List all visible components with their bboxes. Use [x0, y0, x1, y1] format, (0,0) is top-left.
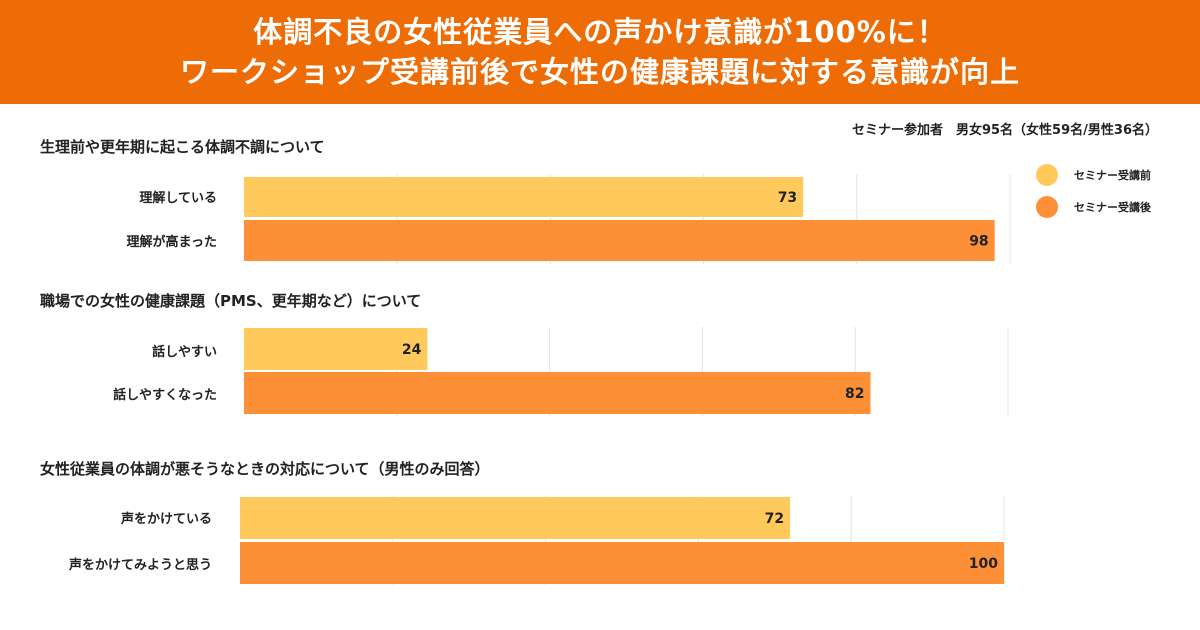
value-label-2-before: 24	[402, 342, 422, 358]
bar-3-after	[240, 542, 1004, 584]
bar-3-before	[240, 497, 791, 539]
bar-2-before	[244, 328, 428, 370]
bar-label-2-after: 話しやすくなった	[113, 388, 217, 403]
section-title-3: 女性従業員の体調が悪そうなときの対応について（男性のみ回答）	[40, 460, 490, 478]
legend-item-before: セミナー受講前	[1036, 164, 1151, 186]
value-label-3-before: 72	[765, 511, 784, 527]
legend-dot-after	[1036, 196, 1058, 218]
bar-1-before	[244, 177, 804, 217]
value-label-1-after: 98	[969, 234, 988, 250]
bar-label-3-after: 声をかけてみようと思う	[68, 558, 212, 573]
legend-label-before: セミナー受講前	[1074, 169, 1151, 182]
legend-item-after: セミナー受講後	[1036, 196, 1151, 218]
legend-dot-before	[1036, 164, 1058, 186]
bar-1-after	[244, 220, 995, 261]
bar-label-2-before: 話しやすい	[152, 345, 217, 360]
bar-label-3-before: 声をかけている	[120, 512, 212, 527]
value-label-2-after: 82	[845, 386, 864, 402]
header-title-line-1: 体調不良の女性従業員への声かけ意識が100%に！	[253, 15, 947, 49]
header-banner: 体調不良の女性従業員への声かけ意識が100%に！ ワークショップ受講前後で女性の…	[0, 0, 1200, 104]
header-title-line-2: ワークショップ受講前後で女性の健康課題に対する意識が向上	[179, 55, 1020, 89]
section-title-2: 職場での女性の健康課題（PMS、更年期など）について	[40, 292, 422, 310]
bar-2-after	[244, 372, 871, 414]
participants-note: セミナー参加者 男女95名（女性59名/男性36名）	[851, 123, 1158, 138]
bar-label-1-after: 理解が高まった	[126, 235, 217, 250]
value-label-1-before: 73	[778, 190, 797, 206]
value-label-3-after: 100	[969, 556, 998, 572]
bar-label-1-before: 理解している	[139, 191, 217, 206]
section-title-1: 生理前や更年期に起こる体調不調について	[40, 138, 325, 156]
legend-label-after: セミナー受講後	[1074, 201, 1151, 214]
